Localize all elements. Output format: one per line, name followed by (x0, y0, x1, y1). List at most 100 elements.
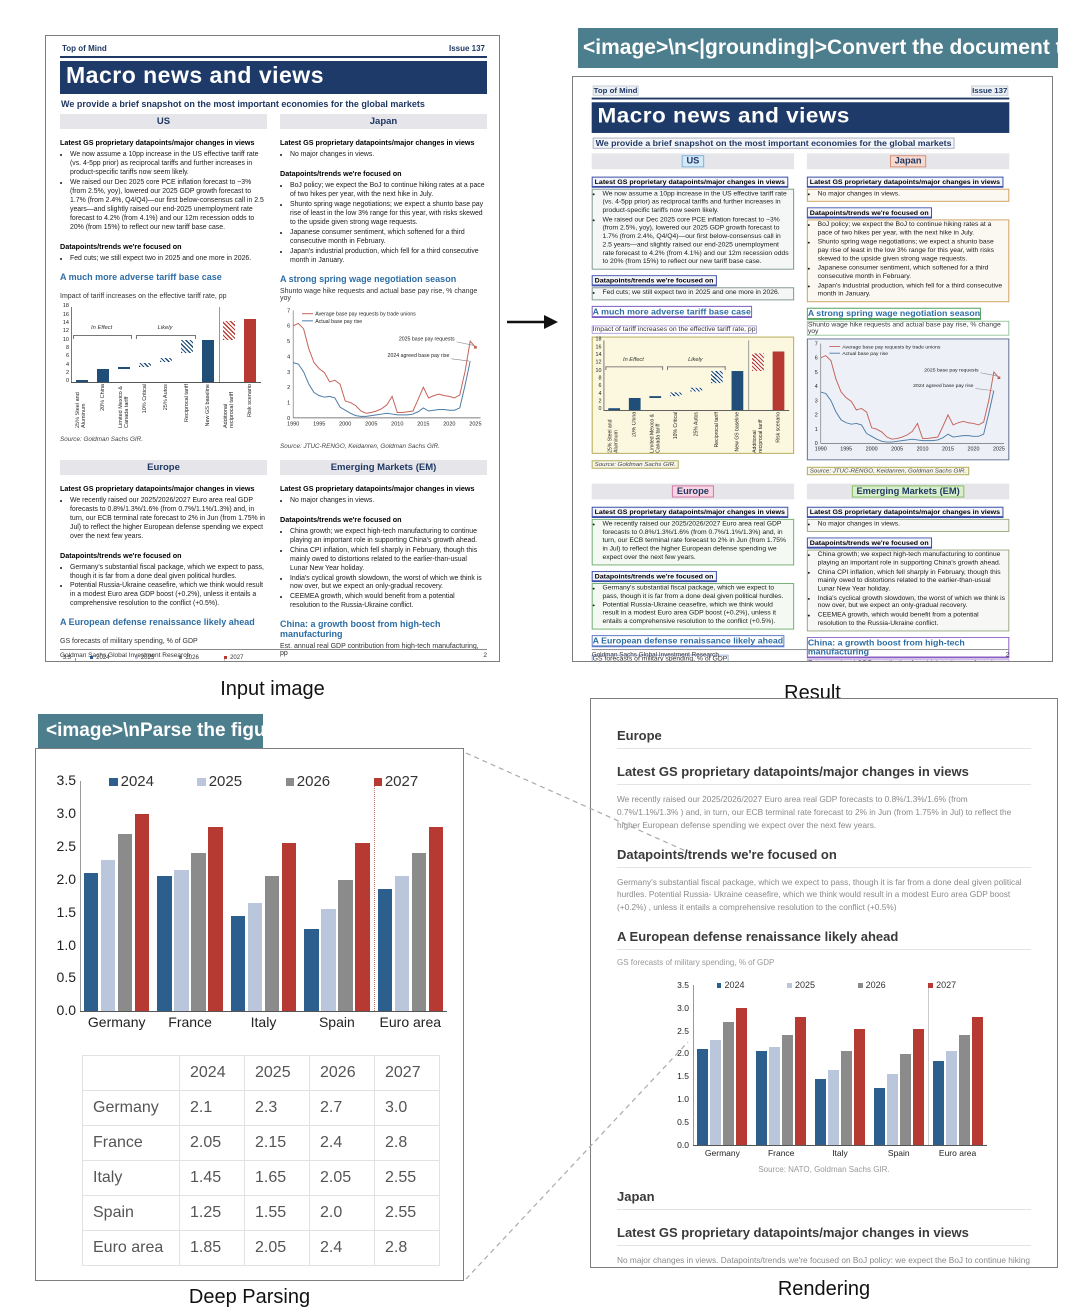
svg-text:1990: 1990 (287, 421, 299, 427)
bullet-list: Germany's substantial fiscal package, wh… (591, 582, 795, 630)
doc-header: Top of Mind Issue 137 (60, 42, 487, 58)
bullet-list: No major changes in views. (280, 150, 487, 162)
y-tick-label: 0.5 (56, 969, 76, 986)
tariff-bar (752, 353, 765, 372)
y-tick-label: 3.0 (56, 805, 76, 822)
legend-swatch (179, 655, 183, 660)
x-axis-line (71, 381, 261, 383)
bullet-list: China growth; we expect high-tech manufa… (280, 527, 487, 614)
doc-header-right: Issue 137 (971, 85, 1009, 96)
y-tick-label: 0.0 (677, 1139, 689, 1150)
tariff-label-cell: 20% China (624, 412, 645, 453)
legend-item-2025: 2025 (787, 980, 815, 990)
bullet-item: No major changes in views. (290, 151, 485, 160)
legend-swatch (109, 777, 118, 786)
y-axis-line (71, 306, 72, 382)
doc-title: Macro news and views (60, 61, 487, 94)
chart-subtitle: Impact of tariff increases on the effect… (591, 325, 757, 334)
chart-title: China: a growth boost from high-tech man… (806, 637, 1010, 659)
bar-2027-France (208, 827, 223, 1011)
value-cell: 2.4 (309, 1125, 375, 1161)
parse-prompt-banner: <image>\nParse the figure. (38, 714, 263, 748)
bar-2024-Italy (815, 1078, 826, 1146)
bullet-item: We raised our Dec 2025 core PCE inflatio… (602, 217, 791, 267)
chart-subtitle: Impact of tariff increases on the effect… (60, 292, 227, 300)
source-line: Source: Goldman Sachs GIR. (591, 460, 679, 469)
bullet-item: Japanese consumer sentiment, which softe… (290, 229, 485, 247)
legend-swatch (223, 655, 228, 660)
doc-subtitle: We provide a brief snapshot on the most … (592, 137, 955, 149)
legend-item-2027: 2027 (223, 655, 243, 661)
tariff-x-label: 25% Autos (693, 411, 700, 437)
doc-footer-right: 2 (483, 652, 487, 659)
doc-heading: Latest GS proprietary datapoints/major c… (60, 138, 255, 147)
render-paragraph: We recently raised our 2025/2026/2027 Eu… (617, 794, 1012, 830)
table-row: Euro area 1.85 2.05 2.4 2.8 (82, 1230, 440, 1266)
bracket-In Effect (605, 365, 664, 370)
bracket-Likely (136, 334, 196, 339)
bar-2024-Germany (83, 873, 99, 1011)
region-label: Emerging Markets (EM) (851, 485, 965, 498)
legend-swatch (787, 983, 793, 989)
value-cell: 2.55 (374, 1195, 440, 1231)
svg-text:7: 7 (815, 341, 818, 347)
doc-heading: Datapoints/trends we're focused on (806, 537, 932, 549)
y-tick-label: 1.0 (677, 1094, 689, 1105)
tariff-label-cell: 25% Autos (686, 412, 707, 453)
tariff-x-label: Risk scenario (247, 383, 254, 417)
y-tick-label: 6 (65, 353, 69, 360)
bar-2026-France (782, 1035, 794, 1146)
svg-text:2025 base pay requests: 2025 base pay requests (399, 336, 455, 342)
deep-parsing-chart: 0.0 0.5 1.0 1.5 2.0 2.5 3.0 3.5 Germany France Ita… (42, 765, 457, 1033)
legend-item-2025: 2025 (197, 773, 242, 790)
tariff_bar-chart: 0 2 4 6 8 10 12 14 16 18 25% Steel and Aluminum 20%… (60, 303, 265, 428)
y-tick-label: 2.5 (677, 1025, 689, 1036)
chart-title: China: a growth boost from high-tech man… (280, 619, 441, 640)
tariff-label-cell: Risk scenario (769, 412, 790, 453)
bullet-item: Fed cuts; we still expect two in 2025 an… (70, 255, 265, 264)
svg-text:2020: 2020 (443, 421, 455, 427)
value-cell: 1.45 (179, 1160, 245, 1196)
y-tick-label: 2 (598, 398, 602, 405)
text-block: Latest GS proprietary datapoints/major c… (280, 478, 487, 614)
bar-2026-Germany (723, 1021, 735, 1146)
svg-text:1: 1 (815, 427, 818, 433)
y-tick-label: 2.5 (56, 838, 76, 855)
bar-2024-Euro area (932, 1060, 944, 1146)
markdown-render: Europe Latest GS proprietary datapoints/m… (591, 699, 1057, 1267)
bracket-label: In Effect (91, 325, 113, 332)
y-tick-label: 18 (62, 303, 69, 310)
svg-text:2025: 2025 (993, 446, 1005, 452)
x-axis-line (80, 1011, 447, 1012)
tariff-bar (731, 371, 744, 410)
tariff-bar (628, 398, 641, 410)
svg-text:5: 5 (287, 339, 290, 345)
bullet-item: We recently raised our 2025/2026/2027 Eu… (602, 520, 791, 562)
bullet-list: We recently raised our 2025/2026/2027 Eu… (60, 496, 267, 544)
render-paragraph: Germany's substantial fiscal package, wh… (617, 876, 1022, 913)
tariff-bar (181, 340, 194, 354)
y-axis-line (603, 340, 605, 410)
tariff-label-cell: Additional reciprocal tariff (219, 384, 240, 428)
y-tick-label: 10 (595, 367, 602, 374)
bar-2026-Euro area (411, 853, 427, 1011)
y-axis-line (693, 985, 694, 1146)
bullet-item: Potential Russia-Ukraine ceasefire, whic… (602, 602, 791, 627)
chart-subtitle: Shunto wage hike requests and actual bas… (280, 287, 478, 302)
doc-header-left: Top of Mind (62, 44, 107, 53)
value-cell: 2.4 (309, 1230, 375, 1266)
china_hightech-chart: 0.00.30.60.91.21.520252026202720282029 (280, 661, 485, 662)
bullet-item: We recently raised our 2025/2026/2027 Eu… (70, 497, 265, 542)
chart-subtitle: GS forecasts of military spending, % of … (591, 655, 729, 662)
y-tick-label: 8 (65, 345, 69, 352)
bar-2025-Spain (321, 909, 336, 1011)
bar-2026-Germany (117, 833, 133, 1011)
text-block: Latest GS proprietary datapoints/major c… (60, 478, 267, 612)
value-cell: 2.3 (244, 1090, 310, 1126)
value-cell: 2.7 (309, 1090, 375, 1126)
legend-swatch (373, 777, 382, 786)
row-label-cell: Euro area (82, 1230, 180, 1266)
text-block: Latest GS proprietary datapoints/major c… (591, 502, 795, 630)
bullet-item: We raised our Dec 2025 core PCE inflatio… (70, 179, 265, 233)
